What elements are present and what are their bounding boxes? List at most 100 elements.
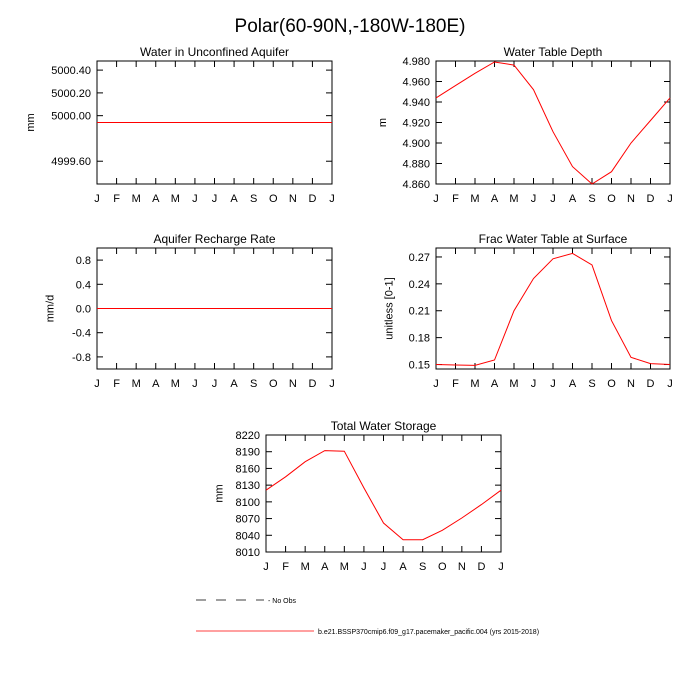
x-tick-label: M: [509, 193, 518, 205]
y-tick-label: 4.980: [402, 56, 430, 68]
x-tick-label: D: [308, 193, 316, 205]
series-line: [265, 450, 502, 541]
x-tick-label: M: [301, 561, 310, 573]
y-tick-label: 4.900: [402, 138, 430, 150]
x-tick-label: A: [230, 378, 238, 390]
x-tick-label: F: [452, 193, 459, 205]
legend: - No Obs b.e21.BSSP370cmip6.f09_g17.pace…: [196, 598, 539, 636]
y-tick-label: -0.8: [72, 352, 91, 364]
x-tick-label: J: [192, 378, 198, 390]
y-axis-label: mm/d: [44, 295, 56, 323]
panel-title: Total Water Storage: [331, 419, 437, 433]
y-tick-label: -0.4: [72, 328, 91, 340]
x-tick-label: J: [433, 193, 439, 205]
y-tick-label: 4.880: [402, 159, 430, 171]
x-tick-label: A: [399, 561, 407, 573]
y-axis-label: mm: [25, 113, 37, 131]
y-tick-label: 5000.40: [51, 65, 91, 77]
panel-title: Water in Unconfined Aquifer: [140, 45, 289, 59]
x-tick-label: F: [452, 378, 459, 390]
x-tick-label: A: [152, 193, 160, 205]
x-tick-label: N: [289, 378, 297, 390]
y-tick-label: 8190: [236, 447, 260, 459]
x-tick-label: F: [113, 193, 120, 205]
x-tick-label: J: [498, 561, 504, 573]
y-tick-label: 0.21: [409, 306, 430, 318]
x-tick-label: J: [94, 378, 100, 390]
x-tick-label: J: [381, 561, 387, 573]
x-tick-label: A: [569, 193, 577, 205]
x-tick-label: A: [569, 378, 577, 390]
x-tick-label: M: [171, 378, 180, 390]
plot-frame: [265, 434, 502, 553]
x-tick-label: F: [282, 561, 289, 573]
y-tick-label: 8010: [236, 547, 260, 559]
x-tick-label: J: [667, 193, 673, 205]
plot-frame: [435, 60, 671, 185]
x-tick-label: M: [132, 193, 141, 205]
x-tick-label: J: [212, 193, 218, 205]
x-tick-label: A: [230, 193, 238, 205]
legend-obs-label: - No Obs: [268, 598, 297, 605]
x-tick-label: N: [458, 561, 466, 573]
y-axis-label: unitless [0-1]: [383, 277, 395, 339]
y-tick-label: 0.4: [76, 279, 91, 291]
y-axis-label: mm: [213, 484, 225, 502]
x-tick-label: J: [667, 378, 673, 390]
x-tick-label: M: [132, 378, 141, 390]
x-tick-label: S: [588, 193, 595, 205]
legend-model-label: b.e21.BSSP370cmip6.f09_g17.pacemaker_pac…: [318, 629, 539, 636]
x-tick-label: J: [212, 378, 218, 390]
x-tick-label: J: [192, 193, 198, 205]
plot-frame: [435, 247, 671, 370]
x-tick-label: O: [438, 561, 447, 573]
x-tick-label: S: [588, 378, 595, 390]
x-tick-label: J: [550, 378, 556, 390]
x-tick-label: A: [321, 561, 329, 573]
x-tick-label: A: [152, 378, 160, 390]
x-tick-label: N: [627, 378, 635, 390]
x-tick-label: F: [113, 378, 120, 390]
x-tick-label: J: [263, 561, 269, 573]
panel-title: Aquifer Recharge Rate: [153, 232, 275, 246]
y-tick-label: 4.960: [402, 77, 430, 89]
y-tick-label: 8130: [236, 480, 260, 492]
y-tick-label: 5000.20: [51, 88, 91, 100]
x-tick-label: J: [361, 561, 367, 573]
x-tick-label: M: [171, 193, 180, 205]
x-tick-label: J: [433, 378, 439, 390]
y-tick-label: 4.940: [402, 97, 430, 109]
x-tick-label: D: [308, 378, 316, 390]
x-tick-label: J: [550, 193, 556, 205]
y-tick-label: 4.920: [402, 118, 430, 130]
y-tick-label: 4999.60: [51, 156, 91, 168]
y-tick-label: 0.18: [409, 333, 430, 345]
y-tick-label: 0.24: [409, 279, 430, 291]
y-tick-label: 8220: [236, 430, 260, 442]
x-tick-label: S: [419, 561, 426, 573]
y-tick-label: 8160: [236, 463, 260, 475]
x-tick-label: M: [470, 193, 479, 205]
x-tick-label: O: [269, 378, 278, 390]
x-tick-label: A: [491, 193, 499, 205]
x-tick-label: A: [491, 378, 499, 390]
panel-title: Water Table Depth: [504, 45, 603, 59]
x-tick-label: J: [329, 193, 335, 205]
x-tick-label: M: [470, 378, 479, 390]
x-tick-label: J: [329, 378, 335, 390]
y-tick-label: 0.8: [76, 255, 91, 267]
series-line: [435, 252, 671, 366]
y-tick-label: 0.0: [76, 304, 91, 316]
x-tick-label: M: [340, 561, 349, 573]
x-tick-label: O: [607, 378, 616, 390]
figure-title: Polar(60-90N,-180W-180E): [235, 16, 466, 37]
y-tick-label: 8100: [236, 497, 260, 509]
x-tick-label: N: [627, 193, 635, 205]
x-tick-label: M: [509, 378, 518, 390]
